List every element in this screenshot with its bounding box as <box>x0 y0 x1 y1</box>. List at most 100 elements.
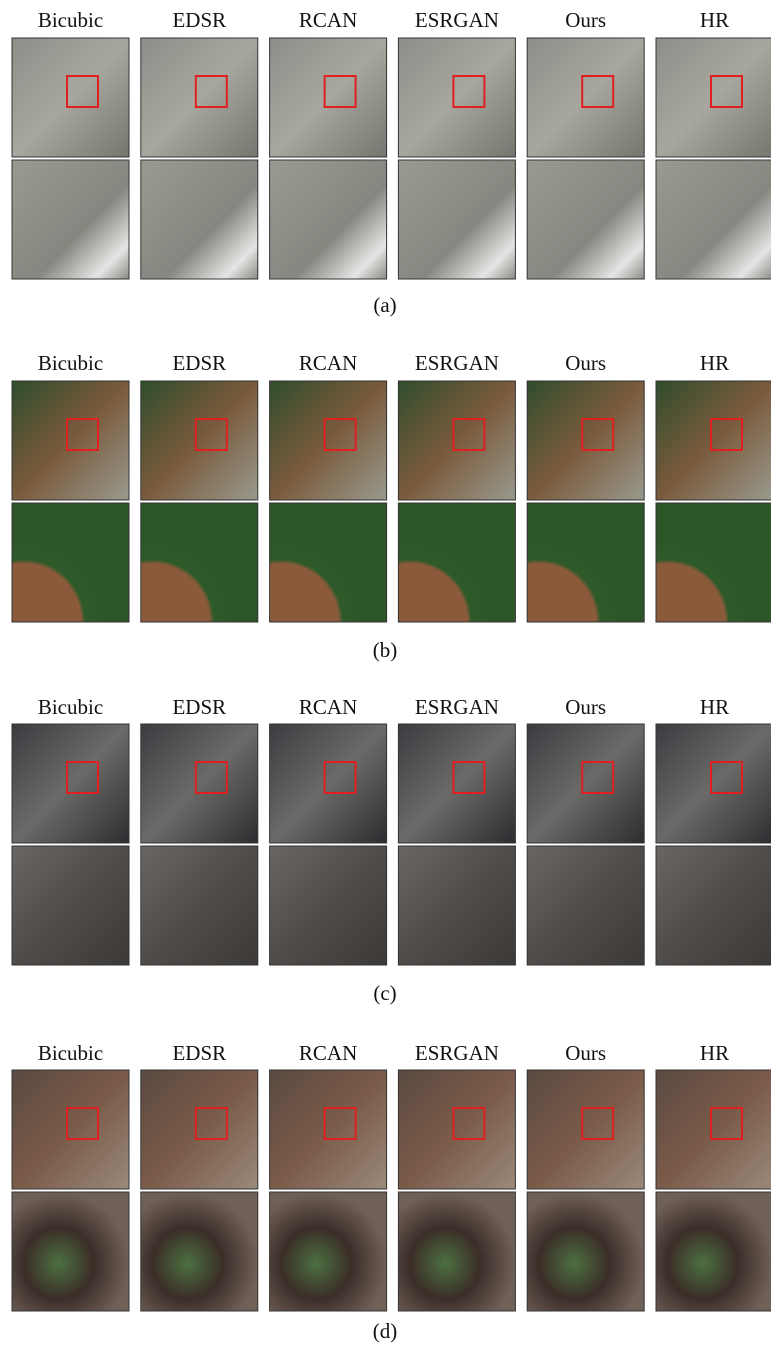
column-label: Ours <box>565 8 606 32</box>
overview-image <box>655 380 771 501</box>
overview-image <box>397 1069 516 1190</box>
column-label: RCAN <box>299 1041 357 1065</box>
zoom-box <box>194 75 228 108</box>
zoom-image <box>655 1191 771 1312</box>
overview-image <box>140 1069 259 1190</box>
column-label: RCAN <box>299 351 357 375</box>
zoom-box <box>581 761 615 794</box>
overview-image <box>11 380 130 501</box>
overview-image <box>526 723 645 844</box>
column-label: RCAN <box>299 8 357 32</box>
column-label: ESRGAN <box>415 695 499 719</box>
zoom-image <box>526 1191 645 1312</box>
overview-image <box>269 37 388 158</box>
overview-image <box>526 380 645 501</box>
zoom-box <box>452 1107 486 1140</box>
overview-image <box>655 723 771 844</box>
overview-image <box>140 723 259 844</box>
zoom-image <box>526 159 645 280</box>
column-label: HR <box>700 351 729 375</box>
caption: (d) <box>373 1319 398 1343</box>
zoom-box <box>66 418 99 451</box>
zoom-image <box>140 159 259 280</box>
overview-image <box>655 37 771 158</box>
overview-image <box>397 380 516 501</box>
overview-image <box>526 37 645 158</box>
zoom-box <box>452 761 486 794</box>
overview-image <box>397 723 516 844</box>
zoom-box <box>710 418 743 451</box>
zoom-image <box>397 159 516 280</box>
zoom-box <box>710 75 743 108</box>
zoom-image <box>397 845 516 966</box>
zoom-image <box>269 159 388 280</box>
column-label: HR <box>700 8 729 32</box>
zoom-image <box>11 502 130 623</box>
overview-image <box>526 1069 645 1190</box>
column-label: Bicubic <box>38 8 103 32</box>
overview-image <box>140 37 259 158</box>
overview-image <box>11 723 130 844</box>
overview-image <box>269 723 388 844</box>
zoom-image <box>397 1191 516 1312</box>
zoom-image <box>526 845 645 966</box>
zoom-box <box>452 75 486 108</box>
zoom-box <box>581 418 615 451</box>
zoom-box <box>194 1107 228 1140</box>
zoom-box <box>323 761 357 794</box>
overview-image <box>140 380 259 501</box>
zoom-box <box>581 1107 615 1140</box>
zoom-image <box>655 159 771 280</box>
zoom-image <box>655 845 771 966</box>
column-label: Bicubic <box>38 695 103 719</box>
overview-image <box>397 37 516 158</box>
column-label: ESRGAN <box>415 351 499 375</box>
overview-image <box>269 1069 388 1190</box>
zoom-image <box>11 845 130 966</box>
zoom-image <box>655 502 771 623</box>
column-label: Ours <box>565 351 606 375</box>
overview-image <box>11 1069 130 1190</box>
zoom-box <box>710 761 743 794</box>
column-label: Bicubic <box>38 351 103 375</box>
column-label: EDSR <box>172 695 226 719</box>
zoom-image <box>140 1191 259 1312</box>
zoom-image <box>526 502 645 623</box>
column-label: EDSR <box>172 8 226 32</box>
zoom-box <box>194 761 228 794</box>
zoom-image <box>269 502 388 623</box>
column-label: Bicubic <box>38 1041 103 1065</box>
zoom-box <box>66 761 99 794</box>
caption: (c) <box>373 981 396 1005</box>
zoom-box <box>581 75 615 108</box>
zoom-image <box>269 1191 388 1312</box>
zoom-image <box>140 845 259 966</box>
zoom-box <box>710 1107 743 1140</box>
caption: (b) <box>373 638 398 662</box>
zoom-image <box>140 502 259 623</box>
zoom-image <box>397 502 516 623</box>
zoom-box <box>452 418 486 451</box>
column-label: ESRGAN <box>415 1041 499 1065</box>
zoom-image <box>269 845 388 966</box>
column-label: RCAN <box>299 695 357 719</box>
zoom-box <box>66 75 99 108</box>
zoom-box <box>66 1107 99 1140</box>
column-label: HR <box>700 1041 729 1065</box>
column-label: HR <box>700 695 729 719</box>
zoom-box <box>194 418 228 451</box>
overview-image <box>269 380 388 501</box>
zoom-box <box>323 1107 357 1140</box>
zoom-box <box>323 75 357 108</box>
column-label: Ours <box>565 1041 606 1065</box>
zoom-image <box>11 1191 130 1312</box>
zoom-box <box>323 418 357 451</box>
caption: (a) <box>373 293 396 317</box>
zoom-image <box>11 159 130 280</box>
column-label: EDSR <box>172 1041 226 1065</box>
column-label: EDSR <box>172 351 226 375</box>
column-label: Ours <box>565 695 606 719</box>
column-label: ESRGAN <box>415 8 499 32</box>
overview-image <box>655 1069 771 1190</box>
